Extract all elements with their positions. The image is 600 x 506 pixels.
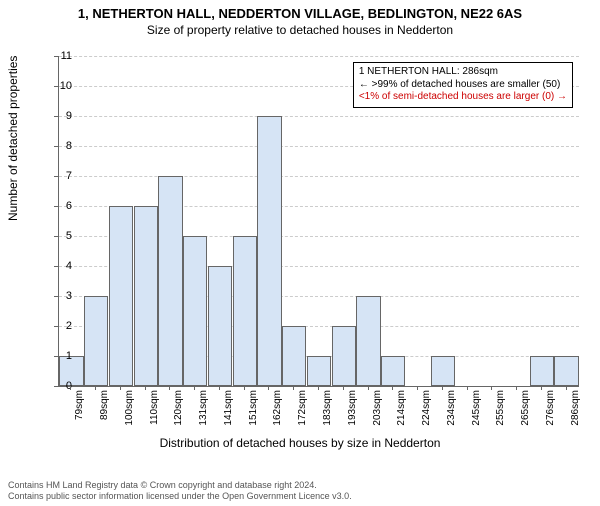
y-tick-mark (54, 236, 58, 237)
x-tick-mark (318, 386, 319, 390)
x-tick-label: 151sqm (248, 390, 259, 440)
bar (257, 116, 281, 386)
bar (109, 206, 133, 386)
annotation-box: 1 NETHERTON HALL: 286sqm ← >99% of detac… (353, 62, 573, 108)
y-axis-label: Number of detached properties (6, 56, 20, 221)
x-tick-label: 131sqm (198, 390, 209, 440)
x-tick-mark (392, 386, 393, 390)
x-tick-mark (516, 386, 517, 390)
x-tick-label: 265sqm (520, 390, 531, 440)
bar (332, 326, 356, 386)
x-tick-label: 214sqm (396, 390, 407, 440)
bar (530, 356, 554, 386)
bar (158, 176, 182, 386)
x-tick-label: 141sqm (223, 390, 234, 440)
y-tick-mark (54, 116, 58, 117)
x-tick-label: 203sqm (372, 390, 383, 440)
x-tick-mark (491, 386, 492, 390)
x-tick-label: 286sqm (570, 390, 581, 440)
x-tick-mark (293, 386, 294, 390)
gridline (59, 146, 579, 147)
x-tick-mark (541, 386, 542, 390)
x-tick-label: 110sqm (149, 390, 160, 440)
y-tick-mark (54, 176, 58, 177)
y-tick-mark (54, 86, 58, 87)
bar (134, 206, 158, 386)
page-title: 1, NETHERTON HALL, NEDDERTON VILLAGE, BE… (0, 6, 600, 21)
footer: Contains HM Land Registry data © Crown c… (8, 480, 352, 502)
annotation-line2: ← >99% of detached houses are smaller (5… (359, 79, 567, 92)
bar (431, 356, 455, 386)
x-tick-label: 172sqm (297, 390, 308, 440)
x-tick-label: 100sqm (124, 390, 135, 440)
x-tick-mark (194, 386, 195, 390)
y-tick-mark (54, 56, 58, 57)
x-tick-mark (169, 386, 170, 390)
x-tick-mark (219, 386, 220, 390)
gridline (59, 56, 579, 57)
y-tick-mark (54, 146, 58, 147)
bar (183, 236, 207, 386)
plot-region: 1 NETHERTON HALL: 286sqm ← >99% of detac… (58, 56, 579, 387)
x-tick-label: 224sqm (421, 390, 432, 440)
x-tick-label: 162sqm (272, 390, 283, 440)
x-tick-label: 79sqm (74, 390, 85, 440)
bar (381, 356, 405, 386)
y-tick-mark (54, 266, 58, 267)
x-tick-label: 255sqm (495, 390, 506, 440)
bar (208, 266, 232, 386)
annotation-line1: 1 NETHERTON HALL: 286sqm (359, 66, 567, 79)
x-tick-mark (343, 386, 344, 390)
gridline (59, 116, 579, 117)
x-tick-mark (417, 386, 418, 390)
x-tick-mark (268, 386, 269, 390)
bar (84, 296, 108, 386)
x-tick-mark (368, 386, 369, 390)
y-tick-mark (54, 356, 58, 357)
x-tick-mark (145, 386, 146, 390)
bar (356, 296, 380, 386)
footer-line2: Contains public sector information licen… (8, 491, 352, 502)
x-tick-mark (70, 386, 71, 390)
gridline (59, 176, 579, 177)
x-tick-mark (244, 386, 245, 390)
annotation-line3: <1% of semi-detached houses are larger (… (359, 91, 567, 104)
bar (307, 356, 331, 386)
y-tick-mark (54, 386, 58, 387)
x-tick-label: 120sqm (173, 390, 184, 440)
y-tick-mark (54, 326, 58, 327)
x-tick-label: 276sqm (545, 390, 556, 440)
x-tick-label: 89sqm (99, 390, 110, 440)
x-tick-mark (467, 386, 468, 390)
x-tick-label: 245sqm (471, 390, 482, 440)
y-tick-mark (54, 296, 58, 297)
x-tick-mark (442, 386, 443, 390)
footer-line1: Contains HM Land Registry data © Crown c… (8, 480, 352, 491)
bar (554, 356, 578, 386)
bar (282, 326, 306, 386)
x-tick-mark (120, 386, 121, 390)
chart-area: Number of detached properties 1 NETHERTO… (0, 46, 600, 446)
x-tick-mark (95, 386, 96, 390)
page-subtitle: Size of property relative to detached ho… (0, 23, 600, 37)
x-tick-mark (566, 386, 567, 390)
x-tick-label: 183sqm (322, 390, 333, 440)
y-tick-mark (54, 206, 58, 207)
bar (233, 236, 257, 386)
x-tick-label: 234sqm (446, 390, 457, 440)
x-tick-label: 193sqm (347, 390, 358, 440)
